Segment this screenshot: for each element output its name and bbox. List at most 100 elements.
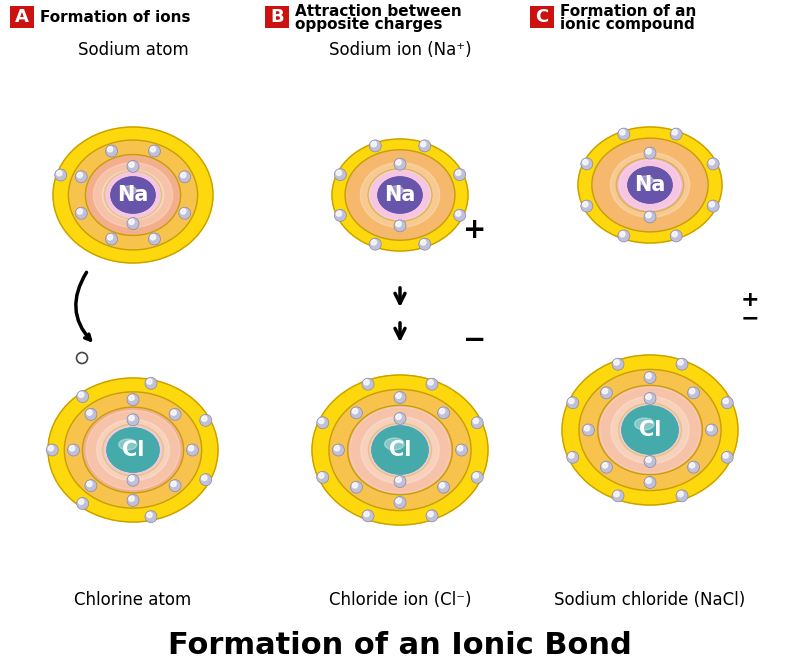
Circle shape — [456, 444, 467, 456]
FancyBboxPatch shape — [10, 6, 34, 28]
Ellipse shape — [312, 375, 488, 525]
Text: Sodium ion (Na⁺): Sodium ion (Na⁺) — [329, 41, 471, 59]
Text: Na: Na — [118, 185, 149, 205]
Circle shape — [129, 162, 134, 167]
Circle shape — [602, 463, 608, 468]
Circle shape — [186, 444, 198, 456]
Circle shape — [670, 128, 682, 140]
Circle shape — [106, 145, 118, 157]
Circle shape — [48, 446, 54, 451]
Ellipse shape — [64, 392, 202, 508]
Ellipse shape — [616, 158, 684, 212]
Ellipse shape — [350, 407, 450, 493]
Circle shape — [396, 498, 401, 504]
Circle shape — [644, 456, 656, 468]
Circle shape — [646, 457, 651, 462]
Text: Sodium chloride (NaCl): Sodium chloride (NaCl) — [554, 591, 746, 609]
Circle shape — [672, 129, 678, 135]
Ellipse shape — [118, 439, 137, 450]
Circle shape — [75, 171, 87, 183]
Circle shape — [350, 407, 362, 419]
Circle shape — [418, 140, 430, 152]
Circle shape — [602, 388, 608, 394]
Ellipse shape — [368, 169, 432, 221]
Circle shape — [676, 358, 688, 370]
Circle shape — [581, 158, 593, 170]
Ellipse shape — [634, 418, 654, 430]
Ellipse shape — [345, 150, 455, 240]
Circle shape — [394, 158, 406, 170]
Circle shape — [426, 378, 438, 390]
Circle shape — [723, 398, 729, 404]
Circle shape — [127, 217, 139, 229]
Circle shape — [455, 170, 461, 175]
Circle shape — [146, 512, 152, 518]
Circle shape — [614, 492, 619, 497]
Circle shape — [171, 410, 176, 416]
Circle shape — [678, 360, 683, 365]
Circle shape — [439, 408, 445, 414]
Text: ionic compound: ionic compound — [560, 17, 694, 31]
Ellipse shape — [86, 155, 181, 235]
Circle shape — [612, 358, 624, 370]
Ellipse shape — [107, 428, 159, 472]
Circle shape — [709, 201, 714, 207]
Circle shape — [127, 161, 139, 173]
Circle shape — [707, 158, 719, 170]
Circle shape — [612, 490, 624, 502]
Circle shape — [149, 233, 161, 245]
Circle shape — [707, 200, 719, 212]
Circle shape — [458, 446, 462, 451]
Circle shape — [127, 494, 139, 506]
Circle shape — [334, 169, 346, 181]
Circle shape — [428, 512, 433, 517]
Circle shape — [723, 453, 729, 458]
Circle shape — [620, 231, 625, 237]
FancyBboxPatch shape — [530, 6, 554, 28]
Circle shape — [473, 418, 478, 424]
Circle shape — [722, 452, 734, 464]
Circle shape — [70, 446, 74, 451]
Ellipse shape — [348, 406, 452, 495]
Circle shape — [454, 169, 466, 181]
Circle shape — [421, 239, 426, 245]
Text: −: − — [741, 308, 759, 328]
Circle shape — [396, 221, 401, 227]
Text: A: A — [15, 8, 29, 26]
Circle shape — [646, 394, 651, 400]
Circle shape — [364, 512, 370, 517]
Circle shape — [106, 233, 118, 245]
Ellipse shape — [332, 139, 468, 251]
Ellipse shape — [97, 419, 170, 481]
Circle shape — [86, 481, 92, 486]
Circle shape — [569, 398, 574, 404]
Text: Formation of ions: Formation of ions — [40, 9, 190, 25]
Circle shape — [86, 410, 92, 416]
Text: Cl: Cl — [122, 440, 144, 460]
Circle shape — [396, 414, 401, 420]
Text: Formation of an Ionic Bond: Formation of an Ionic Bond — [168, 630, 632, 660]
Circle shape — [582, 424, 594, 436]
Ellipse shape — [370, 170, 430, 220]
Circle shape — [54, 169, 66, 181]
Circle shape — [396, 159, 401, 165]
Circle shape — [672, 231, 678, 237]
Circle shape — [455, 211, 461, 216]
Circle shape — [396, 393, 401, 398]
Circle shape — [706, 424, 718, 436]
Ellipse shape — [372, 426, 428, 474]
Ellipse shape — [638, 176, 654, 185]
Circle shape — [428, 380, 433, 385]
Text: −: − — [463, 326, 486, 354]
Circle shape — [129, 476, 134, 481]
Circle shape — [438, 481, 450, 493]
Circle shape — [582, 201, 588, 207]
Ellipse shape — [619, 160, 681, 210]
Circle shape — [57, 171, 62, 176]
Text: Chlorine atom: Chlorine atom — [74, 591, 192, 609]
Circle shape — [336, 170, 342, 175]
Circle shape — [582, 159, 588, 165]
Circle shape — [169, 480, 181, 492]
Ellipse shape — [611, 396, 690, 464]
Circle shape — [181, 209, 186, 214]
